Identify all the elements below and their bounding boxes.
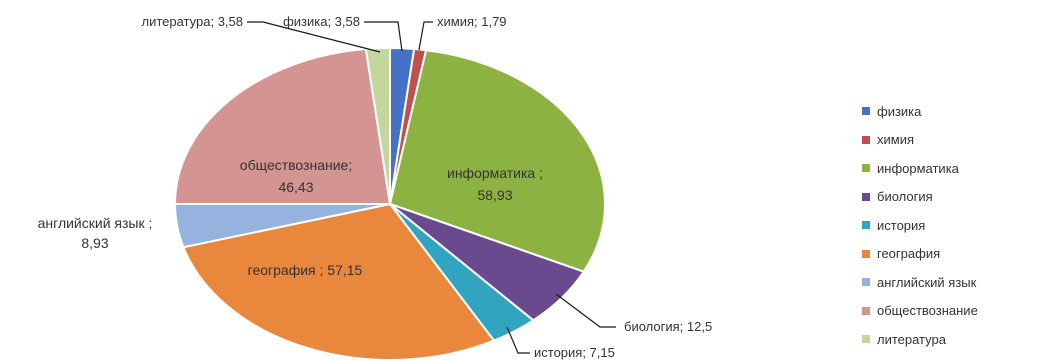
leader-line-5 [506,326,530,354]
legend-item-8: обществознание [862,297,1042,326]
legend-label: обществознание [877,303,978,319]
chart-legend: физика химия информатика биология история гео… [862,97,1042,354]
pie-chart-plot: физика; 3,58 химия; 1,79 информатика ; 58,9… [38,14,712,360]
data-label-obshchestvoznanie-line-1: обществознание; [240,157,352,173]
legend-swatch [862,164,870,173]
legend-item-3: информатика [862,154,1042,183]
legend-swatch [862,335,870,344]
legend-swatch [862,278,870,287]
legend-label: литература [877,331,946,347]
data-label-angliyskiy-line-1: английский язык ; [38,215,153,231]
legend-swatch [862,135,870,144]
legend-item-7: английский язык [862,268,1042,297]
pie-slice-6 [182,202,496,360]
leader-line-4 [555,293,616,328]
legend-item-6: география [862,240,1042,269]
data-label-biologiya: биология; 12,5 [624,319,712,334]
data-label-literatura: литература; 3,58 [142,14,244,29]
legend-label: информатика [877,160,959,176]
legend-item-1: физика [862,97,1042,126]
legend-label: история [877,217,926,233]
legend-label: биология [877,189,933,205]
legend-label: физика [877,103,922,119]
data-label-geografiya: география ; 57,15 [248,262,363,278]
data-label-informatika-line-1: информатика ; [447,165,543,181]
data-label-khimiya: химия; 1,79 [437,14,507,29]
data-label-fizika: физика; 3,58 [283,14,360,29]
legend-label: география [877,246,941,262]
legend-swatch [862,306,870,315]
leader-line-9 [247,21,381,53]
legend-swatch [862,249,870,258]
data-label-informatika-line-2: 58,93 [477,187,512,203]
data-label-obshchestvoznanie-line-2: 46,43 [278,179,313,195]
pie-slice-8 [173,47,392,205]
legend-label: английский язык [877,274,977,290]
legend-item-9: литература [862,325,1042,354]
legend-swatch [862,107,870,116]
data-label-angliyskiy-line-2: 8,93 [81,235,108,251]
legend-swatch [862,192,870,201]
legend-label: химия [877,132,915,148]
pie-slice-3 [388,49,606,273]
leader-line-2 [418,21,433,51]
legend-item-2: химия [862,126,1042,155]
legend-swatch [862,221,870,230]
legend-item-4: биология [862,183,1042,212]
legend-item-5: история [862,211,1042,240]
leader-line-1 [364,21,403,52]
data-label-istoriya: история; 7,15 [534,345,615,360]
